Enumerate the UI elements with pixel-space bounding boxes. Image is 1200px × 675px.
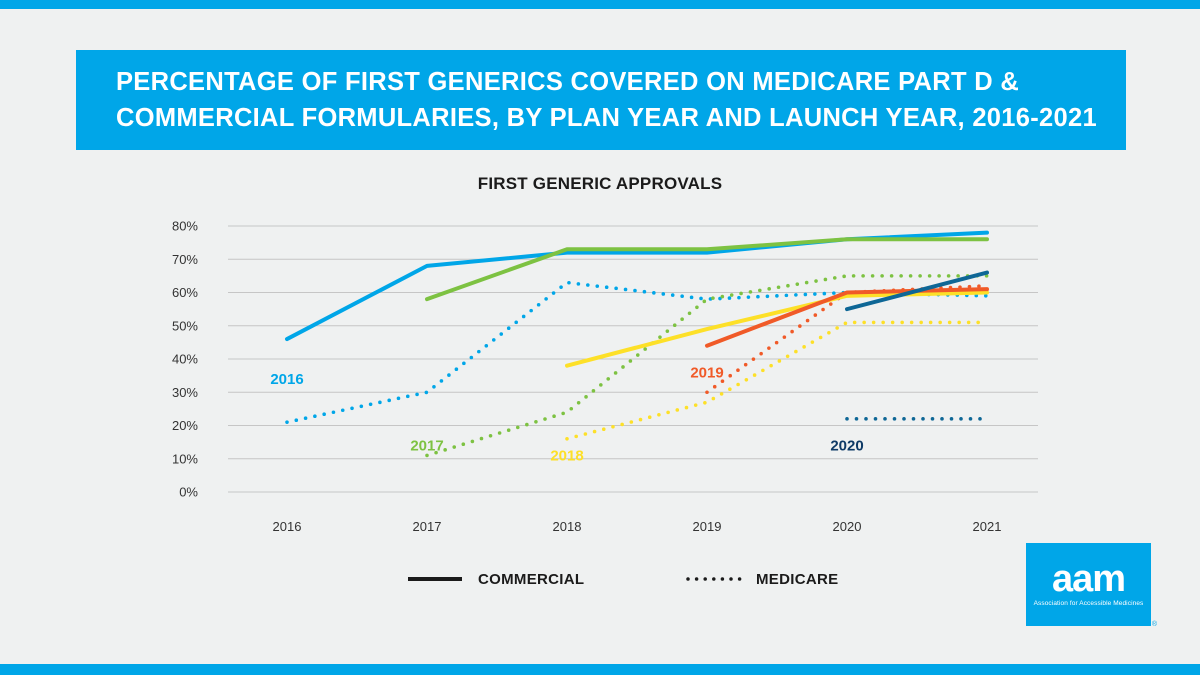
series-line-2017-commercial	[425, 237, 989, 302]
aam-logo: aam Association for Accessible Medicines…	[1026, 543, 1157, 628]
y-tick-label: 10%	[172, 451, 198, 466]
x-tick-label: 2020	[833, 519, 862, 534]
bottom-accent-bar	[0, 664, 1200, 675]
title-banner: PERCENTAGE OF FIRST GENERICS COVERED ON …	[76, 50, 1126, 150]
x-tick-label: 2019	[693, 519, 722, 534]
series-line-2016-medicare	[285, 280, 989, 424]
annotation-launch-year-label: 2017	[410, 437, 443, 454]
chart-title: FIRST GENERIC APPROVALS	[477, 174, 723, 193]
series-line-2019-commercial	[705, 287, 989, 348]
page-title-line-2: COMMERCIAL FORMULARIES, BY PLAN YEAR AND…	[116, 104, 1097, 132]
y-tick-label: 70%	[172, 252, 198, 267]
y-tick-label: 60%	[172, 285, 198, 300]
y-tick-label: 80%	[172, 219, 198, 234]
page-title-line-1: PERCENTAGE OF FIRST GENERICS COVERED ON …	[116, 68, 1020, 96]
logo-wordmark: aam	[1051, 558, 1126, 600]
x-tick-label: 2021	[973, 519, 1002, 534]
series-line-2018-medicare	[565, 320, 989, 441]
legend-medicare: MEDICARE	[686, 567, 838, 591]
annotation-launch-year-label: 2020	[830, 437, 863, 454]
legend-commercial: COMMERCIAL	[408, 567, 584, 591]
legend-commercial-label: COMMERCIAL	[478, 570, 585, 588]
y-tick-label: 50%	[172, 318, 198, 333]
annotation-launch-year-label: 2016	[270, 371, 303, 388]
series-line-2020-commercial	[845, 270, 989, 312]
annotation-launch-year-label: 2019	[690, 364, 723, 381]
series-line-2019-medicare	[705, 284, 989, 395]
y-tick-label: 20%	[172, 418, 198, 433]
legend-solid-line-swatch	[408, 577, 462, 581]
logo-registered-mark: ®	[1151, 621, 1157, 628]
y-tick-label: 0%	[179, 485, 198, 500]
legend-dotted-line-swatch	[686, 577, 742, 581]
top-accent-bar	[0, 0, 1200, 9]
x-tick-label: 2018	[553, 519, 582, 534]
annotation-launch-year-label: 2018	[550, 447, 583, 464]
legend-medicare-label: MEDICARE	[756, 570, 839, 588]
series-line-2018-commercial	[565, 290, 989, 368]
logo-tagline: Association for Accessible Medicines	[1033, 600, 1144, 607]
y-tick-label: 40%	[172, 352, 198, 367]
y-tick-label: 30%	[172, 385, 198, 400]
x-tick-label: 2017	[413, 519, 442, 534]
x-tick-label: 2016	[273, 519, 302, 534]
